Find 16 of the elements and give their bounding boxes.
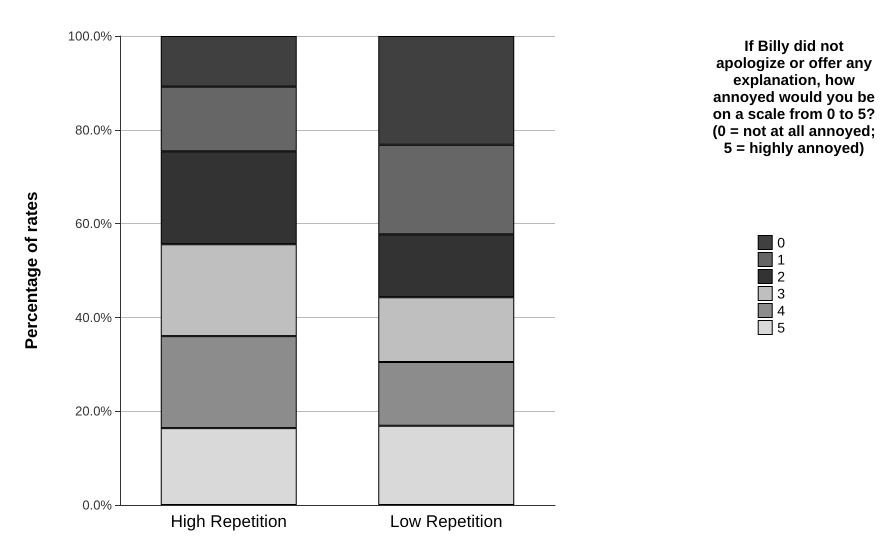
y-axis-title: Percentage of rates bbox=[22, 192, 41, 350]
y-tick-label: 60.0% bbox=[75, 216, 112, 232]
legend-label: 3 bbox=[777, 286, 786, 302]
y-tick-label: 40.0% bbox=[75, 310, 112, 325]
x-tick-label: High Repetition bbox=[170, 512, 287, 531]
y-tick-label: 0.0% bbox=[82, 498, 112, 512]
y-tick-label: 20.0% bbox=[75, 404, 112, 419]
x-tick-label: Low Repetition bbox=[390, 512, 502, 531]
legend-label: 1 bbox=[777, 252, 786, 268]
y-tick-label: 100.0% bbox=[68, 28, 112, 44]
y-tick-label: 80.0% bbox=[75, 122, 112, 138]
legend-title: If Billy did not apologize or offer any explanation, how annoyed would you be on a scale from 0 to 5? (0 = not at all annoyed; 5 = highly annoyed) bbox=[712, 38, 876, 157]
legend-label: 5 bbox=[777, 320, 786, 336]
legend-label: 2 bbox=[777, 268, 786, 284]
legend-label: 4 bbox=[777, 302, 786, 318]
legend-label: 0 bbox=[777, 234, 786, 250]
